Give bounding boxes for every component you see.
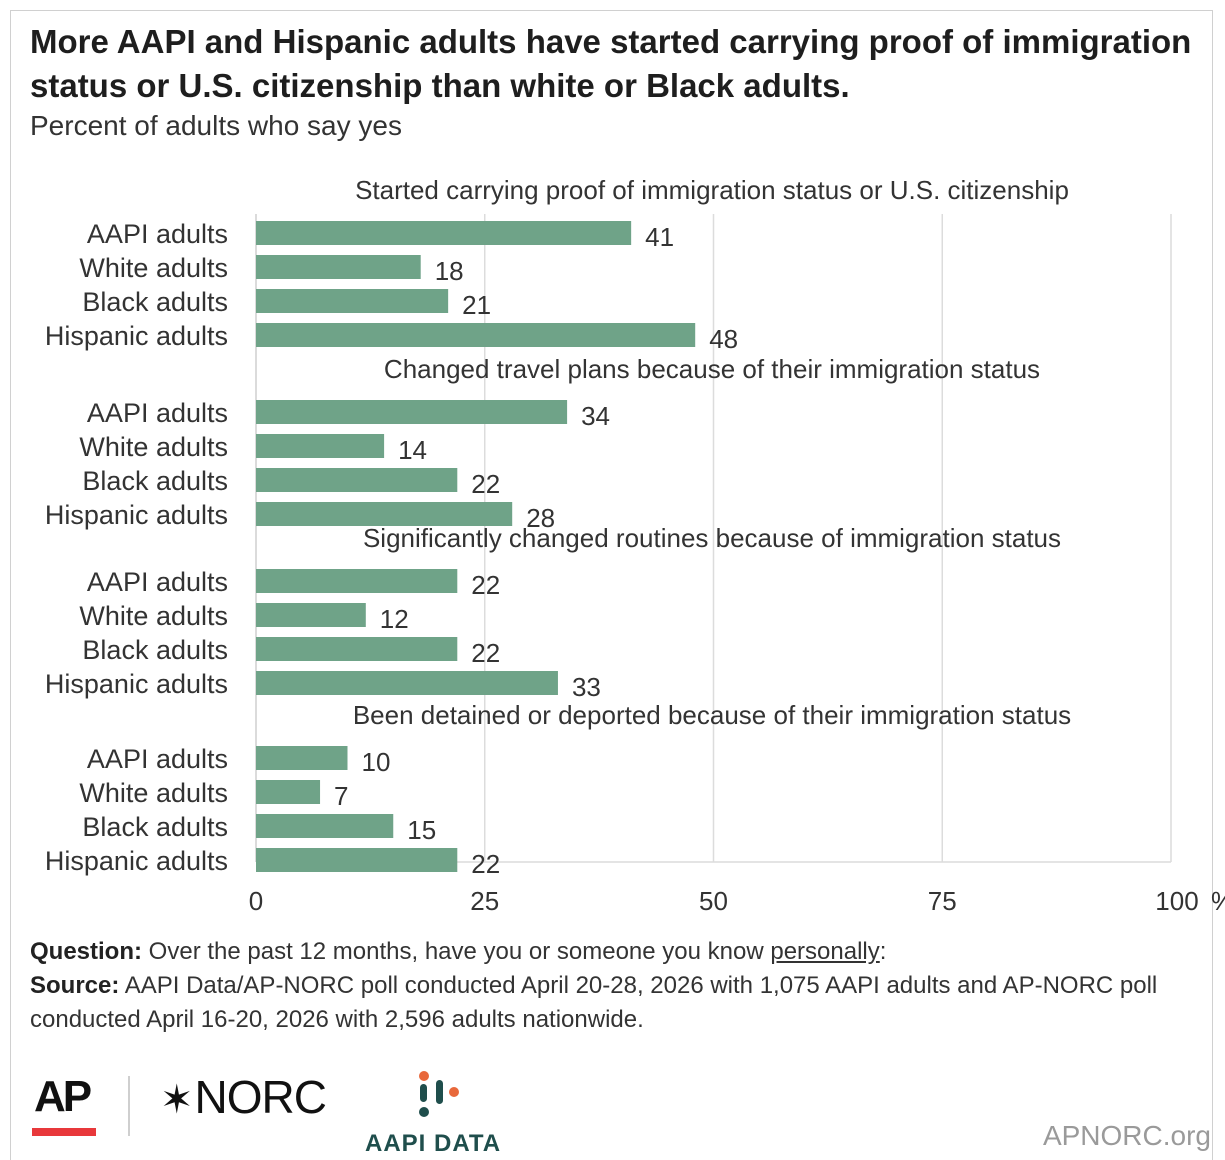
data-label-1-0: 34 <box>581 401 610 431</box>
source-note: Source: AAPI Data/AP-NORC poll conducted… <box>30 969 1200 1037</box>
bar-2-0 <box>256 569 458 593</box>
data-label-1-2: 22 <box>471 469 500 499</box>
group-title-1: Changed travel plans because of their im… <box>384 354 1040 384</box>
data-label-2-1: 12 <box>380 604 409 634</box>
category-label-0-2: Black adults <box>82 287 228 317</box>
aapi-data-mark-icon <box>419 1071 459 1117</box>
data-label-3-3: 22 <box>471 849 500 879</box>
category-label-3-3: Hispanic adults <box>45 846 228 876</box>
bar-3-1 <box>256 780 321 804</box>
question-note: Question: Over the past 12 months, have … <box>30 935 1200 969</box>
aapi-data-logo-text: AAPI DATA <box>365 1130 502 1157</box>
group-title-3: Been detained or deported because of the… <box>353 700 1071 730</box>
category-label-2-1: White adults <box>79 601 228 631</box>
data-label-3-0: 10 <box>362 747 391 777</box>
data-label-0-0: 41 <box>645 222 674 252</box>
bar-1-2 <box>256 468 458 492</box>
data-label-1-3: 28 <box>526 503 555 533</box>
chart-subtitle: Percent of adults who say yes <box>30 110 402 141</box>
ap-logo-bar <box>32 1128 96 1136</box>
data-label-0-2: 21 <box>462 290 491 320</box>
category-label-2-0: AAPI adults <box>87 567 228 597</box>
site-url: APNORC.org <box>1042 1120 1211 1151</box>
data-label-3-2: 15 <box>407 815 436 845</box>
category-label-0-3: Hispanic adults <box>45 321 228 351</box>
group-title-0: Started carrying proof of immigration st… <box>355 175 1069 205</box>
category-label-0-1: White adults <box>79 253 228 283</box>
bar-chart: 0 25 50 75 100% Started carrying proof of imm… <box>45 175 1225 916</box>
category-label-3-2: Black adults <box>82 812 228 842</box>
bar-0-2 <box>256 289 449 313</box>
bar-3-2 <box>256 814 394 838</box>
bar-0-3 <box>256 323 696 347</box>
bar-0-1 <box>256 255 421 279</box>
question-label: Question: <box>30 938 142 965</box>
data-label-2-2: 22 <box>471 638 500 668</box>
ap-logo: AP <box>34 1072 92 1121</box>
x-axis-unit: % <box>1211 886 1225 916</box>
question-text: Over the past 12 months, have you or som… <box>148 938 764 965</box>
group-title-2: Significantly changed routines because o… <box>363 523 1061 553</box>
data-label-0-1: 18 <box>435 256 464 286</box>
bar-1-1 <box>256 434 385 458</box>
bar-2-3 <box>256 671 558 695</box>
data-label-0-3: 48 <box>709 324 738 354</box>
category-label-0-0: AAPI adults <box>87 219 228 249</box>
bar-1-3 <box>256 502 513 526</box>
category-label-3-0: AAPI adults <box>87 744 228 774</box>
chart-frame <box>10 10 1213 1160</box>
category-label-2-3: Hispanic adults <box>45 669 228 699</box>
data-label-2-3: 33 <box>572 672 601 702</box>
category-label-1-1: White adults <box>79 432 228 462</box>
x-tick-label-100: 100 <box>1155 886 1198 916</box>
data-label-2-0: 22 <box>471 570 500 600</box>
x-tick-label-75: 75 <box>928 886 957 916</box>
x-tick-label-25: 25 <box>470 886 499 916</box>
source-text: AAPI Data/AP-NORC poll conducted April 2… <box>30 972 1158 1033</box>
data-label-3-1: 7 <box>334 781 348 811</box>
logo-divider <box>128 1076 130 1136</box>
x-tick-label-0: 0 <box>249 886 263 916</box>
bar-3-0 <box>256 746 348 770</box>
chart-notes: Question: Over the past 12 months, have … <box>30 935 1200 1037</box>
data-label-1-1: 14 <box>398 435 427 465</box>
question-end: : <box>879 938 887 965</box>
chart-title: More AAPI and Hispanic adults have start… <box>30 23 1192 104</box>
category-label-1-3: Hispanic adults <box>45 500 228 530</box>
bar-2-1 <box>256 603 366 627</box>
bar-0-0 <box>256 221 632 245</box>
category-label-1-2: Black adults <box>82 466 228 496</box>
logo-row: AP ✶NORC AAPI DATA APNORC.org <box>0 1060 1225 1160</box>
source-label: Source: <box>30 972 120 999</box>
norc-star-icon: ✶ <box>160 1078 194 1122</box>
category-label-3-1: White adults <box>79 778 228 808</box>
bar-2-2 <box>256 637 458 661</box>
bar-3-3 <box>256 848 458 872</box>
x-tick-label-50: 50 <box>699 886 728 916</box>
norc-logo: ✶NORC <box>160 1070 327 1124</box>
norc-logo-text: NORC <box>194 1071 327 1123</box>
category-label-1-0: AAPI adults <box>87 398 228 428</box>
category-label-2-2: Black adults <box>82 635 228 665</box>
bar-1-0 <box>256 400 568 424</box>
question-emphasis: personally <box>770 938 880 965</box>
